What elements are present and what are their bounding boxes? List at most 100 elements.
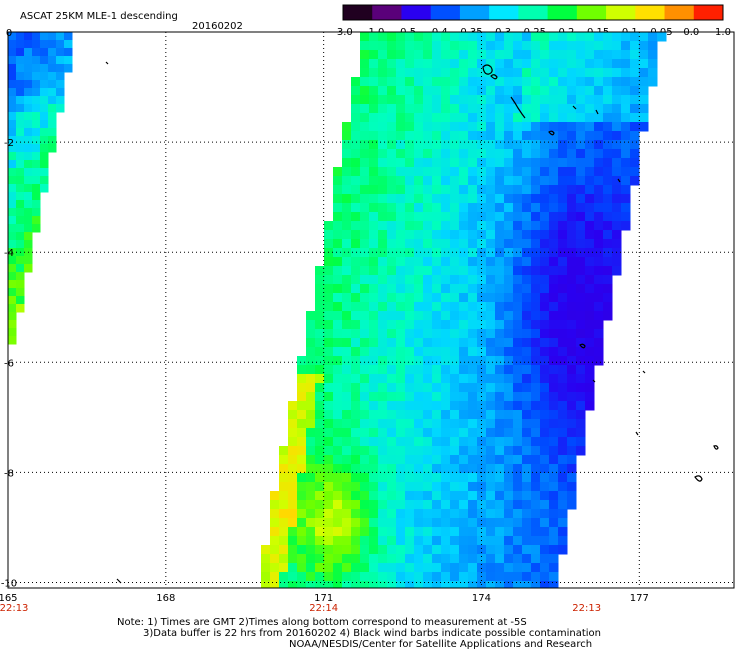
data-cell <box>387 554 397 564</box>
data-cell <box>468 50 478 60</box>
data-cell <box>396 212 406 222</box>
data-cell <box>450 95 460 105</box>
data-cell <box>450 266 460 276</box>
data-cell <box>324 509 334 519</box>
data-cell <box>315 374 325 384</box>
data-cell <box>405 554 415 564</box>
data-cell <box>396 59 406 69</box>
data-cell <box>648 32 658 42</box>
data-cell <box>306 518 316 528</box>
data-cell <box>414 302 424 312</box>
data-cell <box>351 428 361 438</box>
data-cell <box>486 536 496 546</box>
data-cell <box>522 410 532 420</box>
data-cell <box>24 208 33 217</box>
data-cell <box>459 293 469 303</box>
data-cell <box>549 311 559 321</box>
island-outline <box>116 578 122 584</box>
data-cell <box>459 248 469 258</box>
data-cell <box>414 329 424 339</box>
data-cell <box>48 48 57 57</box>
data-cell <box>576 383 586 393</box>
data-cell <box>324 401 334 411</box>
data-cell <box>279 563 289 573</box>
data-cell <box>450 338 460 348</box>
data-cell <box>450 320 460 330</box>
data-cell <box>369 509 379 519</box>
data-cell <box>342 239 352 249</box>
data-cell <box>450 194 460 204</box>
data-cell <box>279 509 289 519</box>
data-cell <box>342 527 352 537</box>
data-cell <box>486 581 496 588</box>
data-cell <box>360 41 370 51</box>
data-cell <box>279 500 289 510</box>
data-cell <box>441 401 451 411</box>
data-cell <box>504 338 514 348</box>
data-cell <box>360 212 370 222</box>
data-cell <box>40 120 49 129</box>
data-cell <box>360 383 370 393</box>
data-cell <box>288 500 298 510</box>
data-cell <box>495 536 505 546</box>
island-outline <box>548 130 555 136</box>
data-cell <box>24 224 33 233</box>
data-cell <box>486 77 496 87</box>
data-cell <box>468 167 478 177</box>
data-cell <box>450 374 460 384</box>
data-cell <box>360 221 370 231</box>
data-cell <box>594 302 604 312</box>
data-cell <box>333 527 343 537</box>
data-cell <box>342 536 352 546</box>
data-cell <box>342 419 352 429</box>
data-cell <box>32 152 41 161</box>
data-cell <box>477 230 487 240</box>
data-cell <box>279 473 289 483</box>
data-cell <box>297 383 307 393</box>
data-cell <box>585 320 595 330</box>
data-cell <box>432 518 442 528</box>
data-cell <box>513 554 523 564</box>
data-cell <box>342 545 352 555</box>
data-cell <box>423 365 433 375</box>
data-cell <box>585 266 595 276</box>
colorbar-swatch <box>489 5 519 20</box>
data-cell <box>468 509 478 519</box>
data-cell <box>396 284 406 294</box>
data-cell <box>414 167 424 177</box>
data-cell <box>522 212 532 222</box>
data-cell <box>513 473 523 483</box>
data-cell <box>369 338 379 348</box>
data-cell <box>396 419 406 429</box>
data-cell <box>558 545 568 555</box>
data-cell <box>369 563 379 573</box>
data-cell <box>549 68 559 78</box>
data-cell <box>369 68 379 78</box>
data-cell <box>360 230 370 240</box>
data-cell <box>639 77 649 87</box>
data-cell <box>24 152 33 161</box>
data-cell <box>342 392 352 402</box>
data-cell <box>540 302 550 312</box>
data-cell <box>441 32 451 42</box>
data-cell <box>351 149 361 159</box>
data-cell <box>306 581 316 588</box>
data-cell <box>513 167 523 177</box>
data-cell <box>351 500 361 510</box>
data-cell <box>378 374 388 384</box>
data-cell <box>513 203 523 213</box>
data-cell <box>567 68 577 78</box>
data-cell <box>279 491 289 501</box>
data-cell <box>333 221 343 231</box>
data-cell <box>405 410 415 420</box>
data-cell <box>576 221 586 231</box>
data-cell <box>405 41 415 51</box>
data-cell <box>504 86 514 96</box>
data-cell <box>468 194 478 204</box>
data-cell <box>387 257 397 267</box>
data-cell <box>432 194 442 204</box>
data-cell <box>423 554 433 564</box>
data-cell <box>567 131 577 141</box>
data-cell <box>468 392 478 402</box>
data-cell <box>378 140 388 150</box>
